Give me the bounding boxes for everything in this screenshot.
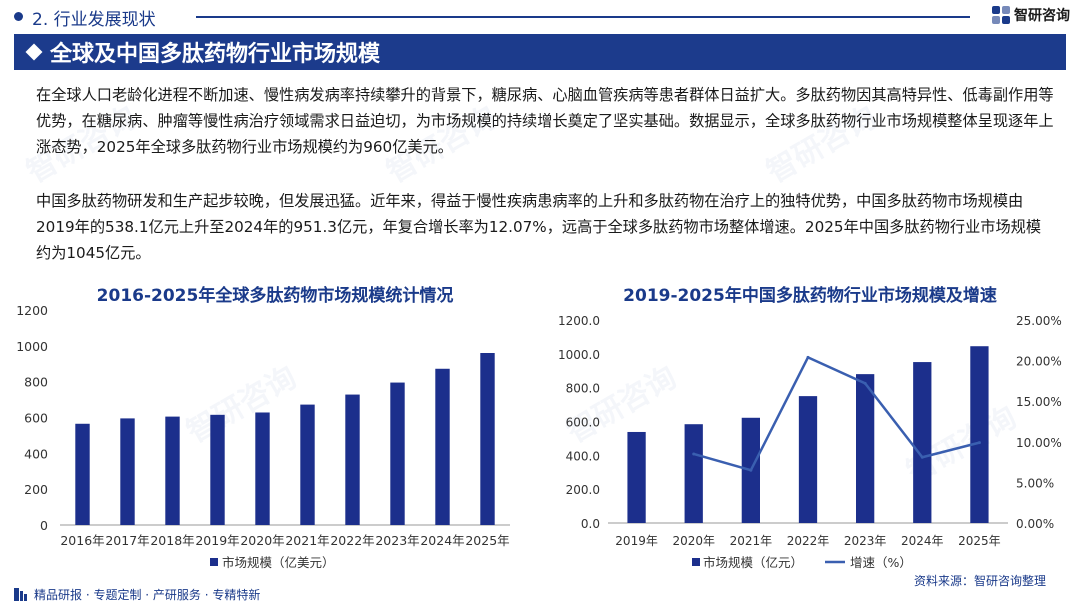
title-bar: 全球及中国多肽药物行业市场规模 — [14, 34, 1066, 70]
growth-point — [749, 468, 753, 472]
growth-point — [863, 381, 867, 385]
bar — [345, 394, 360, 525]
footer: 精品研报 · 专题定制 · 产研服务 · 专精特新 — [0, 584, 1080, 606]
growth-point — [977, 441, 981, 445]
growth-point — [920, 455, 924, 459]
x-tick-label: 2025年 — [958, 534, 1001, 548]
section-label: 2. 行业发展现状 — [32, 10, 156, 30]
x-tick-label: 2023年 — [375, 533, 419, 548]
growth-point — [806, 355, 810, 359]
y-right-tick-label: 15.00% — [1016, 395, 1062, 409]
y-tick-label: 600 — [24, 411, 48, 426]
chart1-title: 2016-2025年全球多肽药物市场规模统计情况 — [96, 286, 454, 306]
bar — [856, 374, 875, 523]
bar — [970, 346, 989, 523]
legend-label-bar: 市场规模（亿元） — [703, 555, 803, 570]
y-right-tick-label: 20.00% — [1016, 355, 1062, 369]
source-note: 资料来源：智研咨询整理 — [913, 574, 1046, 588]
chart2-title: 2019-2025年中国多肽药物行业市场规模及增速 — [623, 286, 997, 306]
x-tick-label: 2017年 — [105, 533, 149, 548]
page-title: 全球及中国多肽药物行业市场规模 — [50, 42, 381, 67]
footer-text: 精品研报 · 专题定制 · 产研服务 · 专精特新 — [34, 588, 261, 602]
bar — [120, 418, 135, 525]
legend-swatch-bar — [692, 558, 700, 566]
x-tick-label: 2022年 — [330, 533, 374, 548]
bar — [435, 368, 450, 525]
report-icon — [14, 588, 27, 601]
x-tick-label: 2025年 — [465, 533, 509, 548]
y-left-tick-label: 1000.0 — [558, 348, 600, 362]
bar — [480, 353, 495, 525]
bar — [300, 404, 315, 525]
top-bar: 2. 行业发展现状 智研咨询 — [0, 0, 1080, 32]
bar — [913, 362, 932, 523]
y-tick-label: 400 — [24, 446, 48, 461]
bullet-dot-icon — [14, 12, 23, 21]
china-market-chart: 0.0 200.0 400.0 600.0 800.0 1000.0 1200.0 0.00%… — [558, 314, 1062, 570]
y-tick-label: 1200 — [16, 303, 48, 318]
header-rule — [196, 16, 970, 18]
bar — [627, 431, 646, 523]
brand-logo-icon — [992, 6, 1010, 24]
x-tick-label: 2021年 — [730, 534, 773, 548]
growth-line — [693, 356, 980, 472]
y-tick-label: 800 — [24, 375, 48, 390]
x-tick-label: 2021年 — [285, 533, 329, 548]
y-tick-label: 1000 — [16, 339, 48, 354]
growth-point — [692, 452, 696, 456]
x-tick-label: 2019年 — [615, 534, 658, 548]
x-tick-label: 2024年 — [901, 534, 944, 548]
x-tick-label: 2020年 — [672, 534, 715, 548]
y-left-tick-label: 0.0 — [581, 517, 600, 531]
y-left-tick-label: 600.0 — [566, 416, 600, 430]
y-tick-label: 200 — [24, 482, 48, 497]
bar — [165, 416, 180, 525]
paragraph-global: 在全球人口老龄化进程不断加速、慢性病发病率持续攀升的背景下，糖尿病、心脑血管疾病… — [36, 86, 1054, 156]
x-tick-label: 2023年 — [844, 534, 887, 548]
x-tick-label: 2018年 — [150, 533, 194, 548]
y-left-tick-label: 800.0 — [566, 382, 600, 396]
y-left-tick-label: 400.0 — [566, 449, 600, 463]
x-tick-label: 2022年 — [787, 534, 830, 548]
x-tick-label: 2019年 — [195, 533, 239, 548]
y-right-tick-label: 0.00% — [1016, 517, 1054, 531]
bar — [75, 423, 90, 525]
y-right-tick-label: 10.00% — [1016, 436, 1062, 450]
y-left-tick-label: 200.0 — [566, 483, 600, 497]
y-tick-label: 0 — [40, 518, 48, 533]
y-left-tick-label: 1200.0 — [558, 314, 600, 328]
bar — [255, 412, 270, 525]
bar — [210, 414, 225, 525]
legend-label: 市场规模（亿美元） — [222, 555, 335, 570]
legend-swatch — [210, 558, 218, 566]
y-right-tick-label: 25.00% — [1016, 314, 1062, 328]
bar — [684, 424, 703, 523]
global-market-chart: 0 200 400 600 800 1000 1200 2016年 2017年 2018年 2019… — [16, 303, 510, 570]
legend-label-line: 增速（%） — [850, 555, 912, 570]
x-tick-label: 2024年 — [420, 533, 464, 548]
brand: 智研咨询 — [992, 5, 1070, 25]
diamond-icon — [25, 43, 43, 61]
brand-name: 智研咨询 — [1014, 8, 1070, 24]
y-right-tick-label: 5.00% — [1016, 476, 1054, 490]
bar — [798, 396, 818, 523]
bar — [390, 382, 405, 525]
x-tick-label: 2020年 — [240, 533, 284, 548]
x-tick-label: 2016年 — [60, 533, 104, 548]
paragraph-china: 中国多肽药物研发和生产起步较晚，但发展迅猛。近年来，得益于慢性疾病患病率的上升和… — [36, 192, 1042, 262]
